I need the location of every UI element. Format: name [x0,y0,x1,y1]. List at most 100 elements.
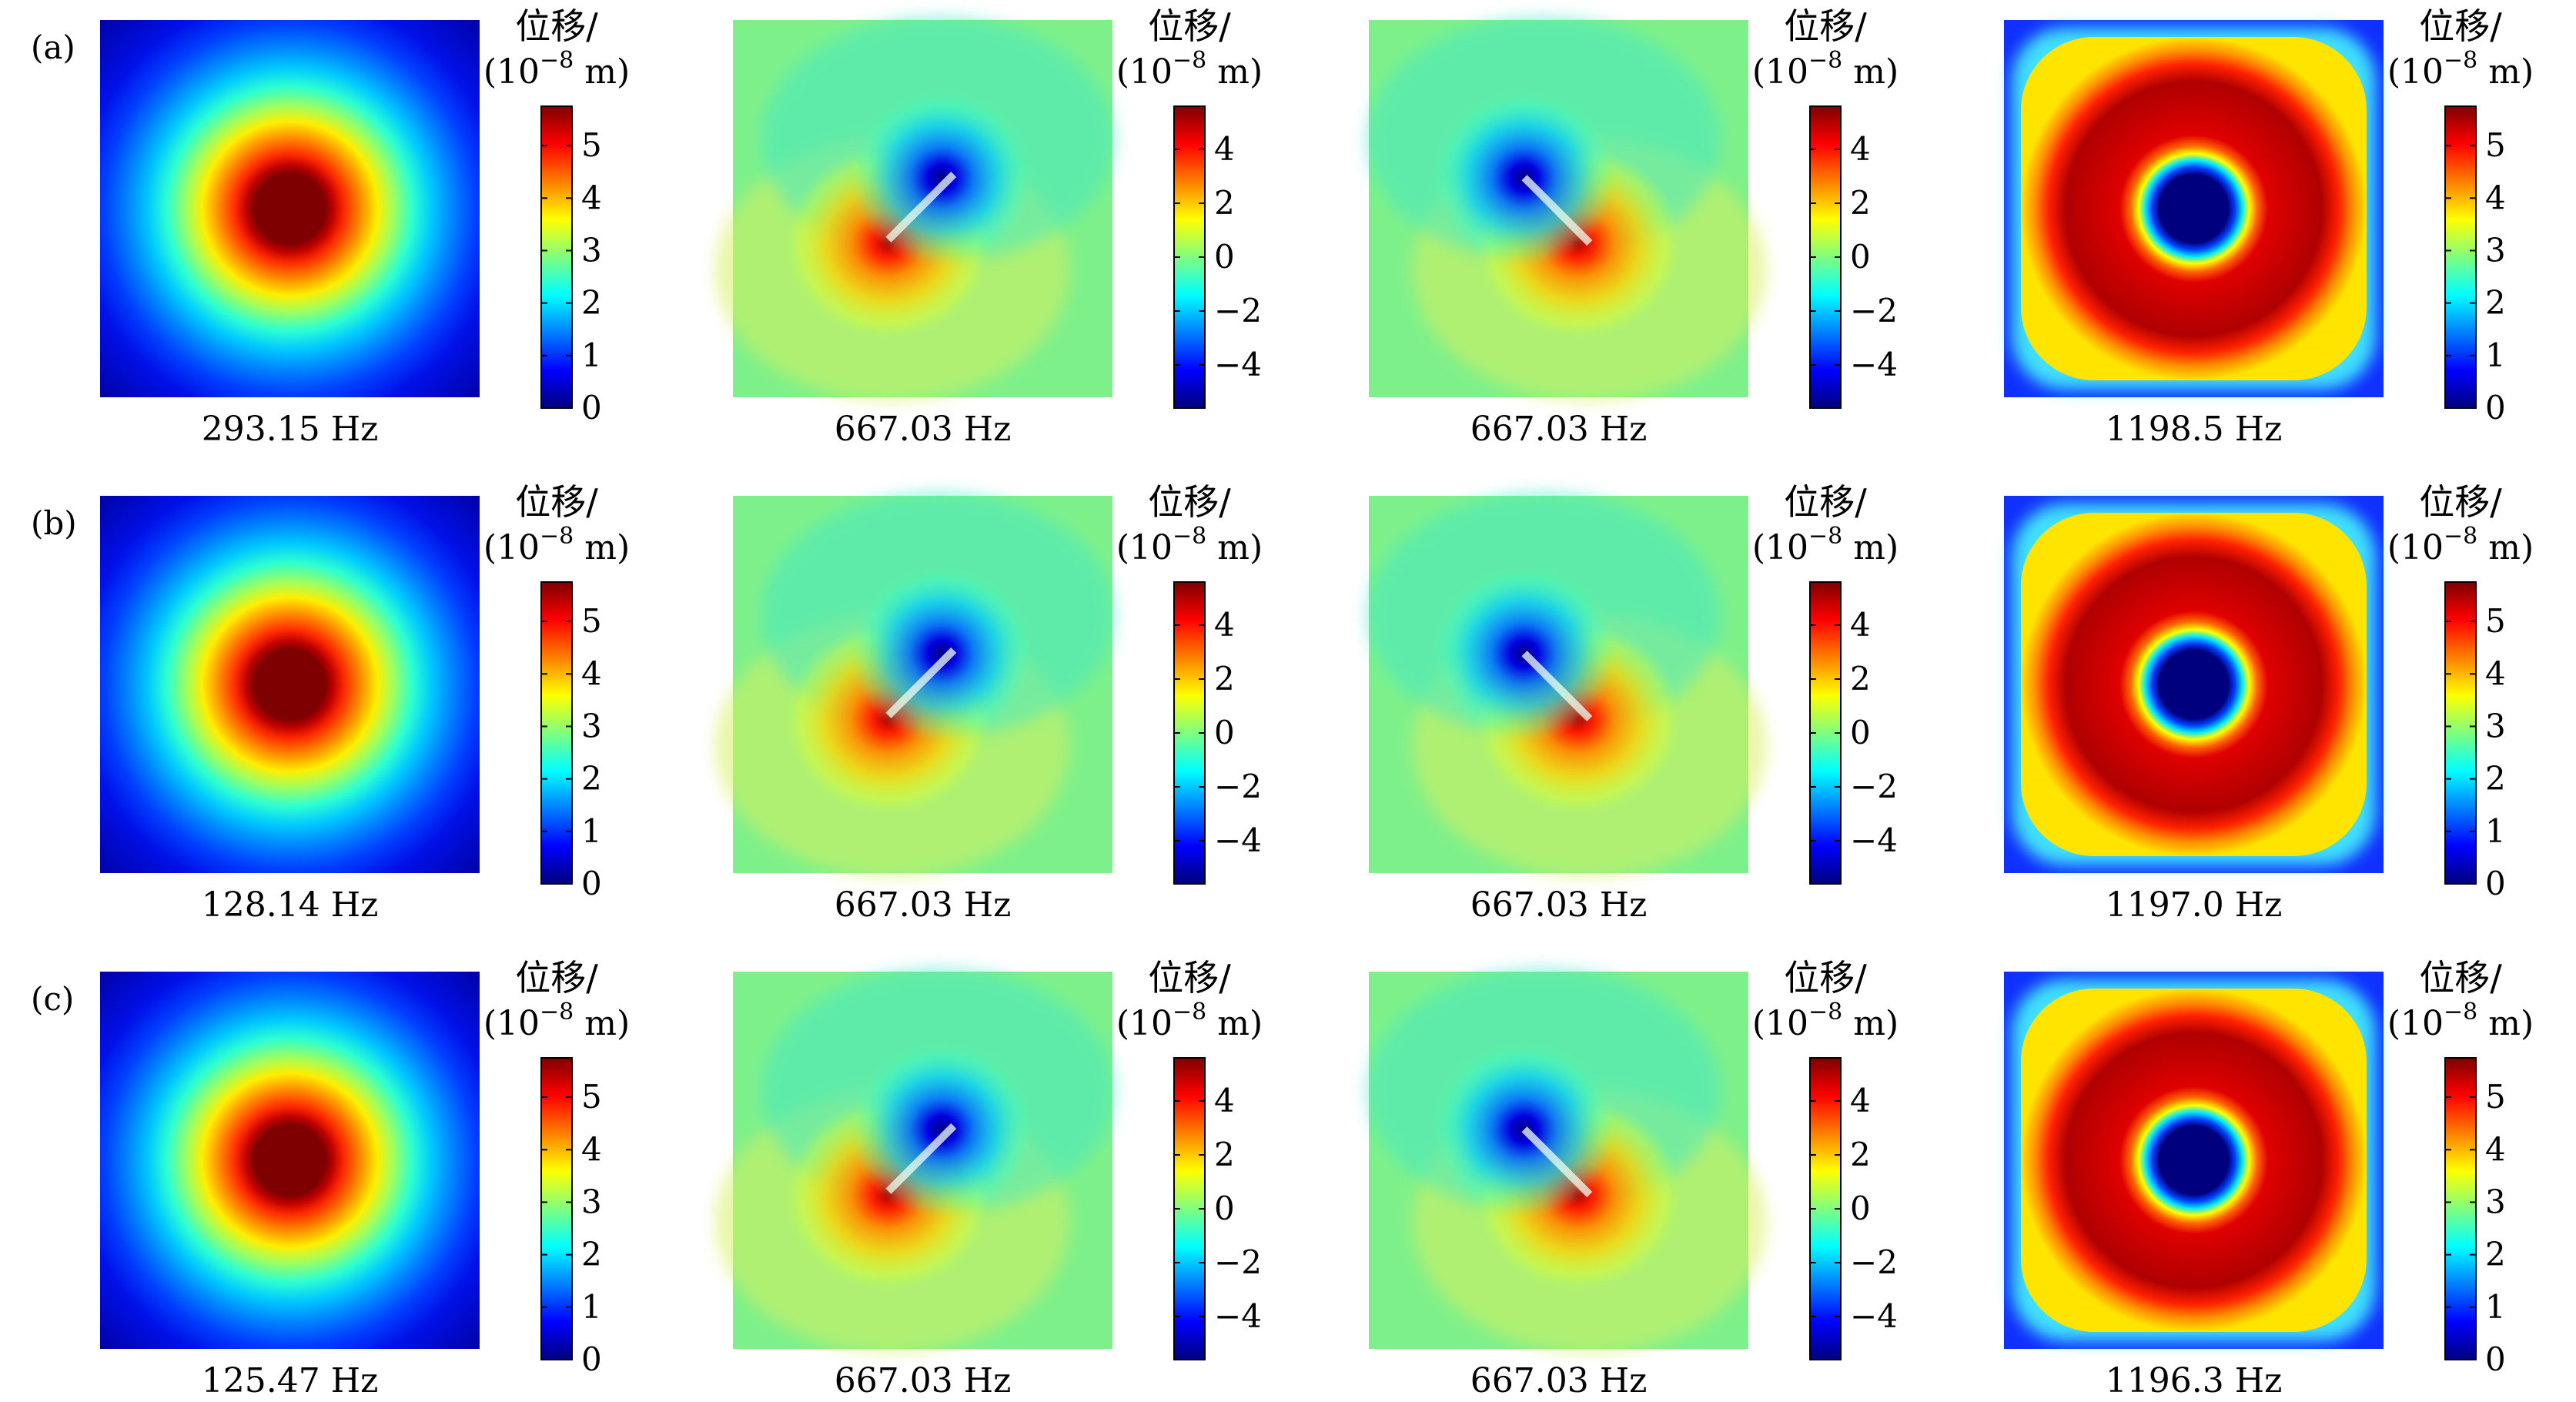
colorbar-tick-label: −2 [1850,292,1898,330]
ring-mode-core [2021,37,2367,380]
row-label: (a) [31,28,75,66]
colorbar-tick-label: 2 [2485,760,2506,798]
colorbar-tick-label: 4 [1850,130,1871,168]
mode-panel: 0 1 2 3 4 5 位移/(10−8 m) 128.14 Hz [100,481,630,925]
colorbar-tick-label: −4 [1214,1297,1262,1335]
colorbar-unit: (10−8 m) [483,47,630,92]
colorbar-tick-label: 3 [2485,1183,2506,1220]
colorbar-tick-label: 0 [581,389,602,427]
colorbar-title: 位移/ [1784,5,1867,47]
colorbar-tick-label: −4 [1850,346,1898,383]
row-label: (b) [31,504,77,542]
mode-panel: 0 1 2 3 4 5 位移/(10−8 m) 1196.3 Hz [2004,957,2534,1400]
colorbar-tick-label: 0 [2485,1340,2506,1378]
colorbar-tick-label: 1 [2485,812,2506,850]
nodal-slit [1521,1126,1593,1198]
nodal-slit [1521,175,1593,246]
colorbar-tick-label: 3 [2485,231,2506,269]
colorbar-tick-label: 1 [581,812,602,850]
colorbar-tick-label: 2 [2485,284,2506,322]
colorbar-title: 位移/ [515,5,598,47]
colorbar-tick-label: 0 [1214,238,1235,276]
colorbar [540,1057,573,1360]
colorbar-tick-label: 2 [1214,184,1235,222]
colorbar-tick-label: −2 [1850,1243,1898,1281]
frequency-label: 667.03 Hz [835,410,1012,449]
colorbar-tick-label: −2 [1214,292,1262,330]
colorbar-tick-label: −2 [1850,768,1898,805]
colorbar-unit: (10−8 m) [483,523,630,567]
colorbar-tick-label: 3 [2485,707,2506,744]
colorbar-tick-label: 2 [581,284,602,322]
negative-lobe [849,565,1035,742]
frequency-label: 128.14 Hz [202,885,379,925]
colorbar-unit: (10−8 m) [483,999,630,1043]
breathing-mode-map [100,972,480,1349]
colorbar-title: 位移/ [1148,481,1231,523]
colorbar-tick-label: 4 [581,654,602,692]
negative-lobe [849,1041,1035,1218]
colorbar-tick-label: 1 [2485,1288,2506,1326]
colorbar-tick-label: 3 [581,707,602,744]
frequency-label: 667.03 Hz [1470,1361,1648,1400]
colorbar-tick-label: 0 [2485,865,2506,902]
colorbar-tick-label: 2 [1850,1136,1871,1173]
colorbar-tick-label: 5 [581,1078,602,1116]
colorbar-tick-label: 2 [1850,184,1871,222]
colorbar-title: 位移/ [1148,5,1231,47]
colorbar-unit: (10−8 m) [1116,523,1263,567]
colorbar-tick-label: 0 [581,1340,602,1378]
colorbar-unit: (10−8 m) [2387,523,2534,567]
colorbar-tick-label: 0 [1850,1190,1871,1227]
colorbar-tick-label: 4 [1850,1082,1871,1119]
colorbar-unit: (10−8 m) [1116,47,1263,92]
frequency-label: 667.03 Hz [1470,410,1648,449]
colorbar-tick-label: −4 [1850,821,1898,859]
colorbar-tick-label: 2 [1214,1136,1235,1173]
colorbar-tick-label: −4 [1214,821,1262,859]
frequency-label: 667.03 Hz [1470,885,1648,925]
colorbar-title: 位移/ [515,481,598,523]
colorbar-tick-label: 4 [2485,179,2506,216]
colorbar-title: 位移/ [1784,957,1867,999]
mode-panel: 0 1 2 3 4 5 位移/(10−8 m) 1197.0 Hz [2004,481,2534,925]
colorbar-tick-label: 5 [2485,1078,2506,1116]
colorbar-tick-label: 4 [1214,130,1235,168]
colorbar-tick-label: 2 [1850,660,1871,698]
ring-mode-core [2021,513,2367,856]
colorbar [2444,105,2477,409]
frequency-label: 293.15 Hz [202,410,379,449]
colorbar-tick-label: 1 [581,336,602,374]
mode-panel: −4 −2 0 2 4 位移/(10−8 m) 667.03 Hz [714,5,1263,449]
nodal-slit [1521,651,1593,722]
colorbar-tick-label: 4 [2485,1130,2506,1168]
colorbar-tick-label: −4 [1850,1297,1898,1335]
frequency-label: 1197.0 Hz [2106,885,2283,925]
colorbar-tick-label: 0 [1850,238,1871,276]
mode-panel: 0 1 2 3 4 5 位移/(10−8 m) 125.47 Hz [100,957,630,1400]
colorbar-tick-label: −2 [1214,768,1262,805]
colorbar-tick-label: 5 [2485,602,2506,640]
mode-panel: 0 1 2 3 4 5 位移/(10−8 m) 1198.5 Hz [2004,5,2534,449]
colorbar-tick-label: 4 [1214,1082,1235,1119]
colorbar-tick-label: 0 [1214,1190,1235,1227]
nodal-slit [885,171,957,243]
colorbar-title: 位移/ [1148,957,1231,999]
colorbar [2444,1057,2477,1360]
row-label: (c) [31,980,74,1018]
ring-mode-core [2021,989,2367,1332]
frequency-label: 1196.3 Hz [2106,1361,2283,1400]
colorbar-unit: (10−8 m) [1752,47,1899,92]
colorbar-tick-label: 2 [2485,1236,2506,1273]
frequency-label: 667.03 Hz [835,885,1012,925]
colorbar-tick-label: 4 [581,179,602,216]
colorbar-unit: (10−8 m) [2387,999,2534,1043]
colorbar-tick-label: 1 [581,1288,602,1326]
colorbar-unit: (10−8 m) [1116,999,1263,1043]
breathing-mode-map [100,20,480,397]
colorbar-tick-label: 5 [2485,126,2506,164]
